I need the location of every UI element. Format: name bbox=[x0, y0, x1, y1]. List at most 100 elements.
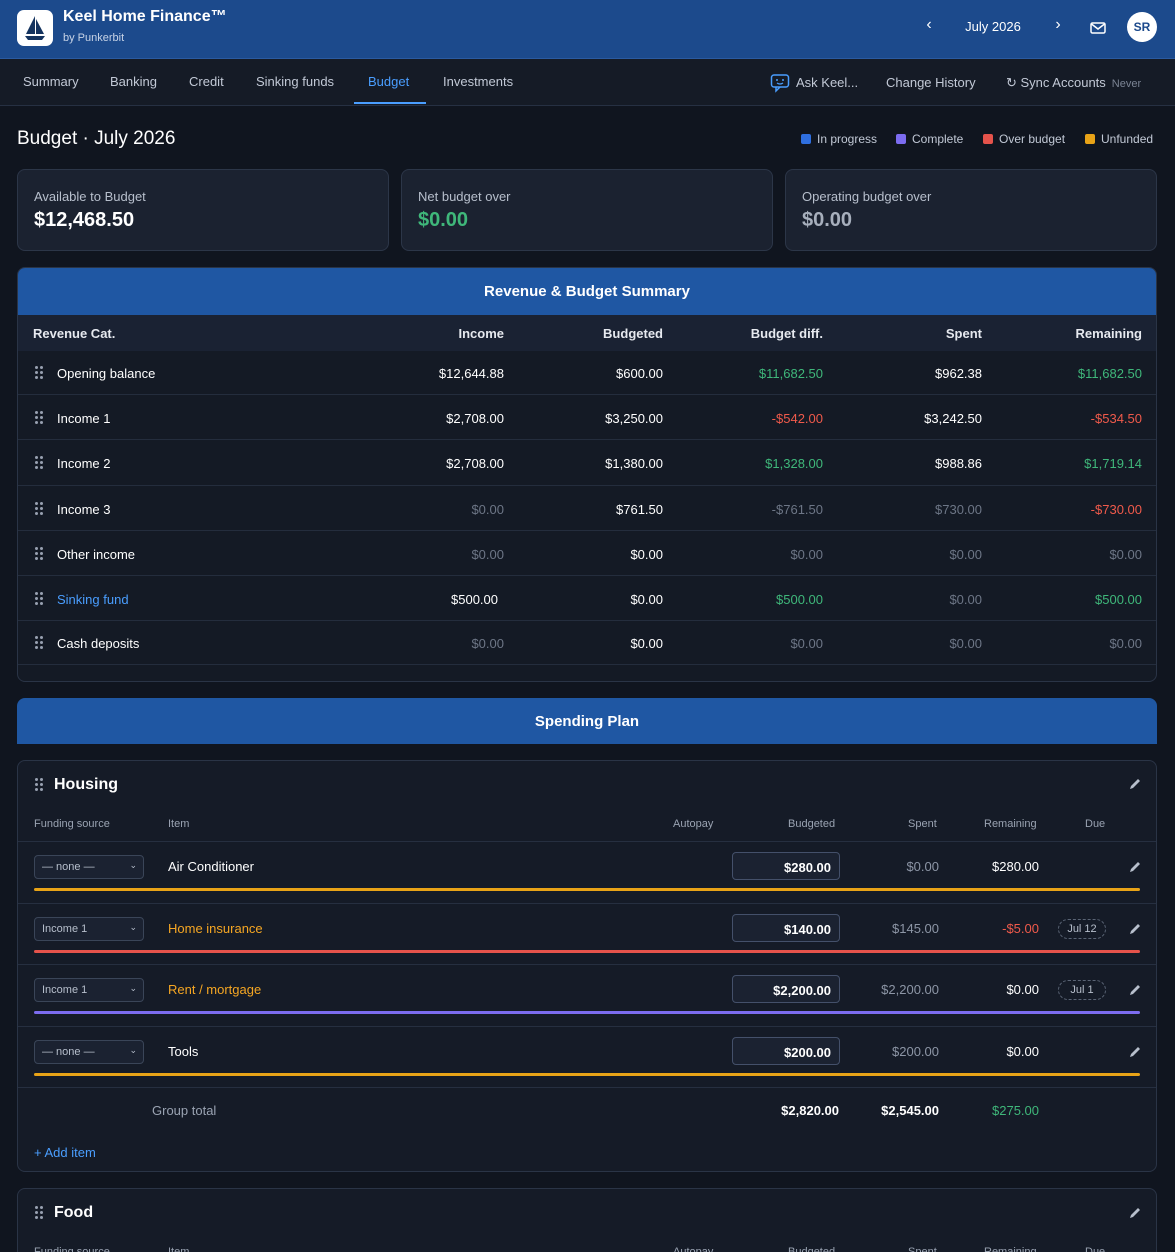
revenue-remaining: $11,682.50 bbox=[1077, 366, 1142, 381]
stat-value: $0.00 bbox=[418, 209, 469, 231]
col-item: Item bbox=[168, 1246, 190, 1252]
group-total-remaining: $275.00 bbox=[992, 1103, 1039, 1118]
drag-handle[interactable] bbox=[35, 778, 43, 792]
revenue-income: $2,708.00 bbox=[446, 456, 504, 471]
available-to-budget-card: Available to Budget $12,468.50 bbox=[17, 169, 389, 251]
drag-handle[interactable] bbox=[35, 1206, 43, 1220]
active-tab-indicator bbox=[354, 102, 426, 104]
revenue-income: $2,708.00 bbox=[446, 411, 504, 426]
item-name[interactable]: Home insurance bbox=[168, 921, 263, 936]
sailboat-icon[interactable] bbox=[17, 10, 53, 46]
drag-handle[interactable] bbox=[35, 502, 43, 516]
col-revenue-cat: Revenue Cat. bbox=[33, 326, 116, 341]
col-budgeted: Budgeted bbox=[603, 326, 663, 341]
drag-handle[interactable] bbox=[35, 366, 43, 380]
revenue-income: $0.00 bbox=[471, 502, 504, 517]
status-bar bbox=[34, 888, 1140, 891]
budgeted-amount-input[interactable]: $200.00 bbox=[732, 1037, 840, 1065]
revenue-spent: $0.00 bbox=[949, 636, 982, 651]
budget-item-row: — none — ⌄ Air Conditioner $280.00 $0.00 $280… bbox=[18, 841, 1156, 903]
tab-sinking-funds[interactable]: Sinking funds bbox=[256, 74, 335, 89]
revenue-row: Opening balance $12,644.88 $600.00 $11,682.… bbox=[18, 351, 1156, 395]
page-title: Budget · July 2026 bbox=[17, 128, 176, 149]
tab-banking[interactable]: Banking bbox=[110, 74, 157, 89]
item-remaining: -$5.00 bbox=[1002, 921, 1039, 936]
next-month-button[interactable]: › bbox=[1055, 16, 1061, 33]
app-subtitle: by Punkerbit bbox=[63, 32, 125, 44]
revenue-budgeted: $600.00 bbox=[616, 366, 663, 381]
col-due: Due bbox=[1085, 1246, 1106, 1252]
sync-status: Never bbox=[1111, 78, 1142, 90]
edit-item-icon[interactable] bbox=[1128, 860, 1142, 874]
add-item-button[interactable]: + Add item bbox=[34, 1145, 96, 1160]
revenue-spent: $0.00 bbox=[949, 547, 982, 562]
group-total-row: Group total $2,820.00 $2,545.00 $275.00 … bbox=[18, 1087, 1156, 1171]
revenue-income: $0.00 bbox=[471, 547, 504, 562]
revenue-cat: Opening balance bbox=[57, 366, 156, 381]
funding-source-select[interactable]: — none — ⌄ bbox=[34, 1040, 144, 1064]
funding-source-select[interactable]: Income 1 ⌄ bbox=[34, 917, 144, 941]
group-food: Food Funding source Item Autopay Budgete… bbox=[17, 1188, 1157, 1252]
drag-handle[interactable] bbox=[35, 456, 43, 470]
revenue-cat: Income 1 bbox=[57, 411, 111, 426]
revenue-cat[interactable]: Sinking fund bbox=[57, 592, 129, 607]
budgeted-amount-input[interactable]: $140.00 bbox=[732, 914, 840, 942]
revenue-remaining: $1,719.14 bbox=[1084, 456, 1142, 471]
revenue-summary-header: Revenue & Budget Summary bbox=[18, 268, 1156, 315]
revenue-remaining: $0.00 bbox=[1109, 636, 1142, 651]
prev-month-button[interactable]: ‹ bbox=[926, 16, 932, 33]
item-name: Air Conditioner bbox=[168, 859, 254, 874]
edit-item-icon[interactable] bbox=[1128, 983, 1142, 997]
ask-keel-label: Ask Keel... bbox=[796, 75, 859, 90]
revenue-budget-diff: -$542.00 bbox=[771, 411, 823, 426]
status-bar bbox=[34, 1011, 1140, 1014]
revenue-row: Income 2 $2,708.00 $1,380.00 $1,328.00 $988.… bbox=[18, 440, 1156, 486]
revenue-budgeted: $761.50 bbox=[616, 502, 663, 517]
edit-group-icon[interactable] bbox=[1128, 1206, 1142, 1220]
avatar[interactable]: SR bbox=[1127, 12, 1157, 42]
drag-handle[interactable] bbox=[35, 411, 43, 425]
change-history-button[interactable]: Change History bbox=[886, 75, 976, 90]
due-date-badge: Jul 12 bbox=[1058, 919, 1106, 939]
tab-summary[interactable]: Summary bbox=[23, 74, 79, 89]
revenue-income: $0.00 bbox=[471, 636, 504, 651]
revenue-row: Cash deposits $0.00 $0.00 $0.00 $0.00 $0.00 bbox=[18, 621, 1156, 665]
budgeted-amount-input[interactable]: $280.00 bbox=[732, 852, 840, 880]
legend-in-progress: In progress bbox=[801, 132, 877, 146]
sync-accounts-button[interactable]: ↻ Sync Accounts Never bbox=[1006, 75, 1141, 91]
chevron-down-icon: ⌄ bbox=[129, 983, 137, 993]
tab-credit[interactable]: Credit bbox=[189, 74, 224, 89]
stat-label: Available to Budget bbox=[34, 189, 146, 204]
edit-item-icon[interactable] bbox=[1128, 922, 1142, 936]
drag-handle[interactable] bbox=[35, 547, 43, 561]
revenue-budgeted: $3,250.00 bbox=[605, 411, 663, 426]
item-remaining: $0.00 bbox=[1006, 1044, 1039, 1059]
edit-item-icon[interactable] bbox=[1128, 1045, 1142, 1059]
revenue-budgeted: $0.00 bbox=[630, 636, 663, 651]
item-name[interactable]: Rent / mortgage bbox=[168, 982, 262, 997]
budgeted-amount-input[interactable]: $2,200.00 bbox=[732, 975, 840, 1003]
net-budget-over-card: Net budget over $0.00 bbox=[401, 169, 773, 251]
drag-handle[interactable] bbox=[35, 636, 43, 650]
legend-complete: Complete bbox=[896, 132, 963, 146]
revenue-budgeted: $1,380.00 bbox=[605, 456, 663, 471]
revenue-spent: $730.00 bbox=[935, 502, 982, 517]
edit-group-icon[interactable] bbox=[1128, 777, 1142, 791]
funding-source-value: — none — bbox=[42, 1046, 95, 1058]
mail-icon[interactable] bbox=[1089, 19, 1107, 37]
funding-source-select[interactable]: Income 1 ⌄ bbox=[34, 978, 144, 1002]
budget-item-row: Income 1 ⌄ Rent / mortgage $2,200.00 $2,200.… bbox=[18, 964, 1156, 1026]
col-budgeted: Budgeted bbox=[788, 1246, 836, 1252]
drag-handle[interactable] bbox=[35, 592, 43, 606]
col-funding-source: Funding source bbox=[34, 818, 110, 830]
col-spent: Spent bbox=[945, 326, 982, 341]
revenue-cat: Cash deposits bbox=[57, 636, 140, 651]
group-total-budgeted: $2,820.00 bbox=[781, 1103, 839, 1118]
revenue-cat: Income 2 bbox=[57, 456, 111, 471]
tab-budget[interactable]: Budget bbox=[368, 74, 410, 89]
sync-label: Sync Accounts bbox=[1020, 75, 1106, 90]
funding-source-select[interactable]: — none — ⌄ bbox=[34, 855, 144, 879]
tab-investments[interactable]: Investments bbox=[443, 74, 514, 89]
revenue-spent: $962.38 bbox=[935, 366, 982, 381]
item-remaining: $280.00 bbox=[992, 859, 1039, 874]
